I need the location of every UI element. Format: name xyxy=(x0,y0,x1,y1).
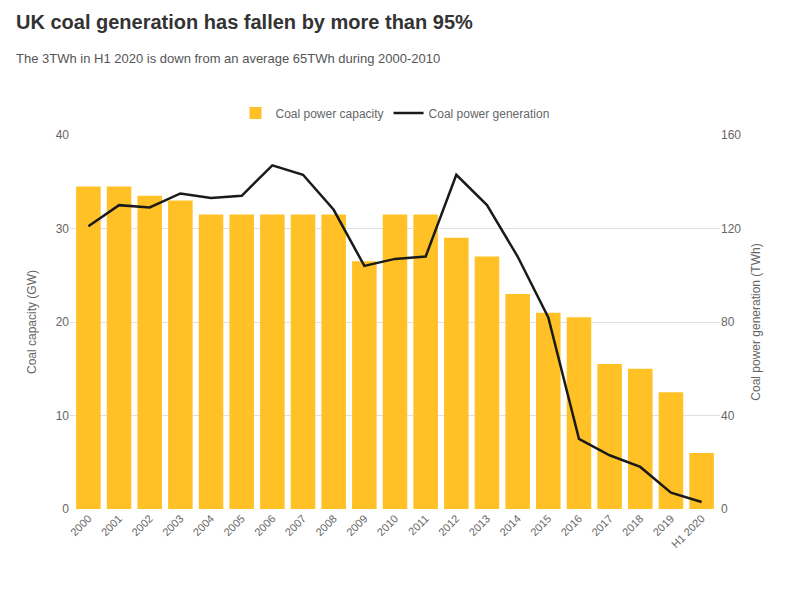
svg-text:Coal power capacity: Coal power capacity xyxy=(276,107,384,121)
svg-text:0: 0 xyxy=(62,502,69,516)
svg-text:120: 120 xyxy=(721,222,741,236)
svg-text:2016: 2016 xyxy=(558,512,584,538)
svg-text:2014: 2014 xyxy=(497,512,523,538)
svg-text:2009: 2009 xyxy=(344,512,370,538)
svg-text:2012: 2012 xyxy=(436,512,462,538)
svg-text:30: 30 xyxy=(56,222,70,236)
svg-text:2005: 2005 xyxy=(221,512,247,538)
svg-text:2015: 2015 xyxy=(528,512,554,538)
svg-text:Coal power generation (TWh): Coal power generation (TWh) xyxy=(749,243,763,400)
svg-text:2002: 2002 xyxy=(129,512,155,538)
svg-text:2011: 2011 xyxy=(406,512,431,537)
svg-text:2010: 2010 xyxy=(375,512,401,538)
svg-text:2019: 2019 xyxy=(650,512,676,538)
svg-text:Coal capacity (GW): Coal capacity (GW) xyxy=(25,270,39,374)
svg-text:Coal power generation: Coal power generation xyxy=(429,107,550,121)
svg-text:2018: 2018 xyxy=(620,512,646,538)
svg-text:H1 2020: H1 2020 xyxy=(669,512,707,550)
svg-text:2017: 2017 xyxy=(589,512,615,538)
svg-text:2001: 2001 xyxy=(99,512,125,538)
svg-text:20: 20 xyxy=(56,315,70,329)
svg-text:40: 40 xyxy=(56,128,70,142)
svg-text:2004: 2004 xyxy=(191,512,217,538)
svg-text:2013: 2013 xyxy=(466,512,492,538)
svg-text:10: 10 xyxy=(56,409,70,423)
svg-text:0: 0 xyxy=(721,502,728,516)
svg-text:40: 40 xyxy=(721,409,735,423)
svg-text:The 3TWh in H1 2020 is down fr: The 3TWh in H1 2020 is down from an aver… xyxy=(16,51,440,66)
svg-text:UK coal generation has fallen: UK coal generation has fallen by more th… xyxy=(16,11,473,33)
svg-text:2003: 2003 xyxy=(160,512,186,538)
svg-text:160: 160 xyxy=(721,128,741,142)
svg-text:2007: 2007 xyxy=(283,512,309,538)
svg-text:2000: 2000 xyxy=(68,512,94,538)
svg-text:2006: 2006 xyxy=(252,512,278,538)
svg-text:80: 80 xyxy=(721,315,735,329)
svg-text:2008: 2008 xyxy=(313,512,339,538)
